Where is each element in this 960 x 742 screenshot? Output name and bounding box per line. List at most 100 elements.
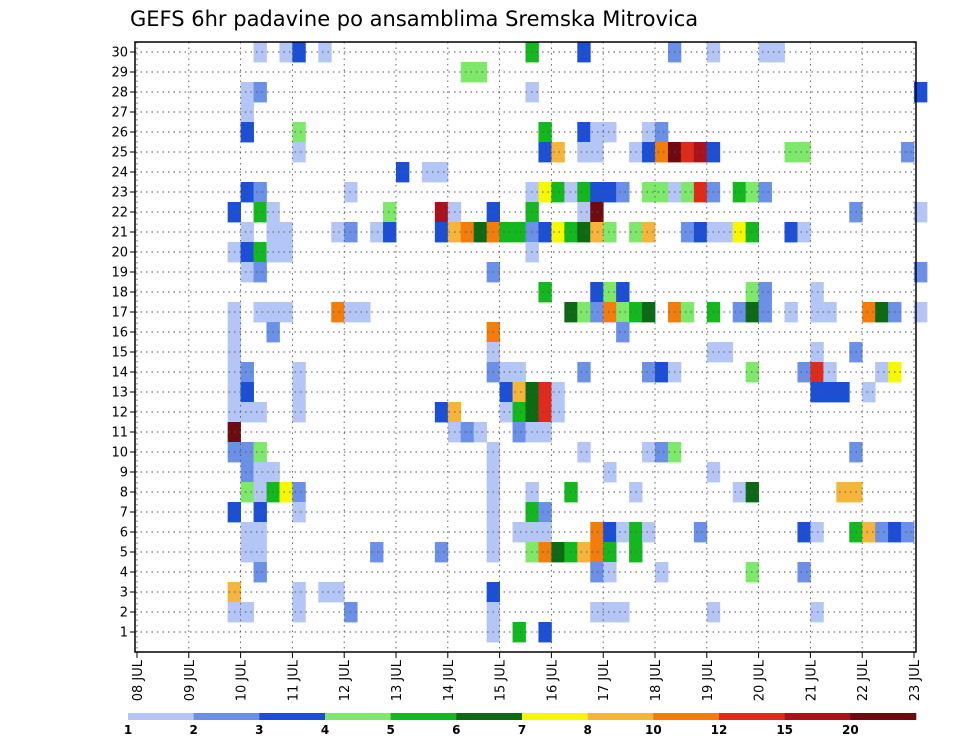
- heatmap-cell: [473, 62, 488, 83]
- heatmap-cell: [564, 182, 578, 203]
- color-legend: 1 2 3 4 5 6 7 8 10 12 15 20: [124, 713, 917, 737]
- heatmap-cell: [577, 542, 591, 563]
- heatmap-cell: [292, 482, 306, 503]
- heatmap-cell: [693, 222, 708, 243]
- heatmap-cell: [564, 542, 578, 563]
- heatmap-cell: [797, 142, 811, 163]
- heatmap-cell: [551, 222, 565, 243]
- heatmap-cell: [318, 582, 332, 603]
- heatmap-cell: [253, 42, 267, 63]
- heatmap-cell: [590, 222, 604, 243]
- heatmap-cell: [538, 502, 552, 523]
- x-tick-label: 09 JUL: [183, 659, 198, 701]
- heatmap-cell: [603, 562, 617, 583]
- y-tick-label: 27: [111, 106, 128, 121]
- legend-label: 4: [321, 723, 329, 737]
- heatmap-cell: [693, 522, 708, 543]
- legend-label: 15: [776, 723, 793, 737]
- y-tick-label: 29: [111, 66, 128, 81]
- x-tick-label: 16 JUL: [545, 659, 560, 701]
- y-tick-label: 7: [120, 506, 128, 521]
- heatmap-cell: [253, 202, 267, 223]
- heatmap-cell: [577, 42, 591, 63]
- heatmap-cell: [253, 562, 267, 583]
- gridlines: [135, 42, 916, 652]
- x-axis-ticks: 08 JUL 09 JUL 10 JUL 11 JUL 12 JUL 13 JUL 14 J…: [131, 652, 923, 701]
- heatmap-cell: [253, 502, 267, 523]
- x-tick-label: 13 JUL: [390, 659, 405, 701]
- x-tick-label: 18 JUL: [649, 659, 664, 701]
- heatmap-cell: [680, 182, 695, 203]
- heatmap-cell: [421, 162, 436, 183]
- legend-label: 20: [842, 723, 859, 737]
- plot-frame: [134, 41, 917, 653]
- heatmap-cell: [603, 182, 617, 203]
- heatmap-cell: [732, 222, 747, 243]
- heatmap-cell: [512, 402, 526, 423]
- heatmap-cell: [240, 542, 254, 563]
- x-tick-label: 15 JUL: [494, 659, 509, 701]
- heatmap-cell: [460, 62, 475, 83]
- y-tick-label: 11: [111, 426, 128, 441]
- heatmap-cell: [292, 362, 306, 383]
- y-tick-label: 6: [120, 526, 128, 541]
- heatmap-cell: [240, 182, 254, 203]
- heatmap-cell: [797, 362, 811, 383]
- legend-label: 12: [711, 723, 728, 737]
- heatmap-cell: [240, 102, 254, 123]
- heatmap-cell: [823, 302, 837, 323]
- heatmap-cell: [357, 302, 371, 323]
- heatmap-cell: [551, 402, 565, 423]
- heatmap-cell: [240, 402, 254, 423]
- heatmap-cell: [603, 222, 617, 243]
- heatmap-cell: [875, 362, 889, 383]
- heatmap-cell: [590, 602, 604, 623]
- x-tick-label: 12 JUL: [338, 659, 353, 701]
- heatmap-cell: [914, 202, 928, 223]
- heatmap-cell: [797, 222, 811, 243]
- heatmap-cell: [901, 522, 915, 543]
- heatmap-cell: [836, 382, 850, 403]
- heatmap-cell: [590, 302, 604, 323]
- heatmap-cell: [642, 222, 656, 243]
- heatmap-cell: [538, 622, 552, 643]
- heatmap-cell: [253, 182, 267, 203]
- heatmap-cell: [538, 422, 552, 443]
- heatmap-cell: [253, 462, 267, 483]
- legend-label: 10: [645, 723, 662, 737]
- legend-swatch: [653, 713, 720, 720]
- heatmap-cell: [551, 382, 565, 403]
- heatmap-cell: [538, 282, 552, 303]
- heatmap-cell: [758, 182, 772, 203]
- y-tick-label: 18: [111, 286, 128, 301]
- heatmap-cell: [240, 462, 254, 483]
- heatmap-cell: [642, 182, 656, 203]
- heatmap-cell: [279, 222, 293, 243]
- heatmap-cell: [240, 222, 254, 243]
- heatmap-cell: [331, 302, 345, 323]
- heatmap-cell: [914, 302, 928, 323]
- heatmap-cell: [253, 442, 267, 463]
- heatmap-cell: [603, 522, 617, 543]
- chart-title: GEFS 6hr padavine po ansamblima Sremska …: [130, 7, 698, 31]
- heatmap-cell: [279, 302, 293, 323]
- heatmap-cell: [551, 142, 565, 163]
- heatmap-cell: [603, 282, 617, 303]
- heatmap-cell: [240, 362, 254, 383]
- heatmap-cell: [292, 42, 306, 63]
- heatmap-cell: [862, 382, 876, 403]
- x-tick-label: 17 JUL: [597, 659, 612, 701]
- heatmap-cell: [253, 82, 267, 103]
- legend-swatch: [390, 713, 457, 720]
- heatmap-cell: [577, 362, 591, 383]
- heatmap-cell: [680, 222, 695, 243]
- y-tick-label: 24: [111, 166, 128, 181]
- heatmap-cell: [538, 222, 552, 243]
- heatmap-cell: [318, 42, 332, 63]
- heatmap-cell: [655, 122, 669, 143]
- heatmap-cell: [551, 182, 565, 203]
- heatmap-cell: [616, 602, 630, 623]
- legend-swatch: [784, 713, 851, 720]
- heatmap-cell: [460, 422, 475, 443]
- heatmap-cell: [590, 122, 604, 143]
